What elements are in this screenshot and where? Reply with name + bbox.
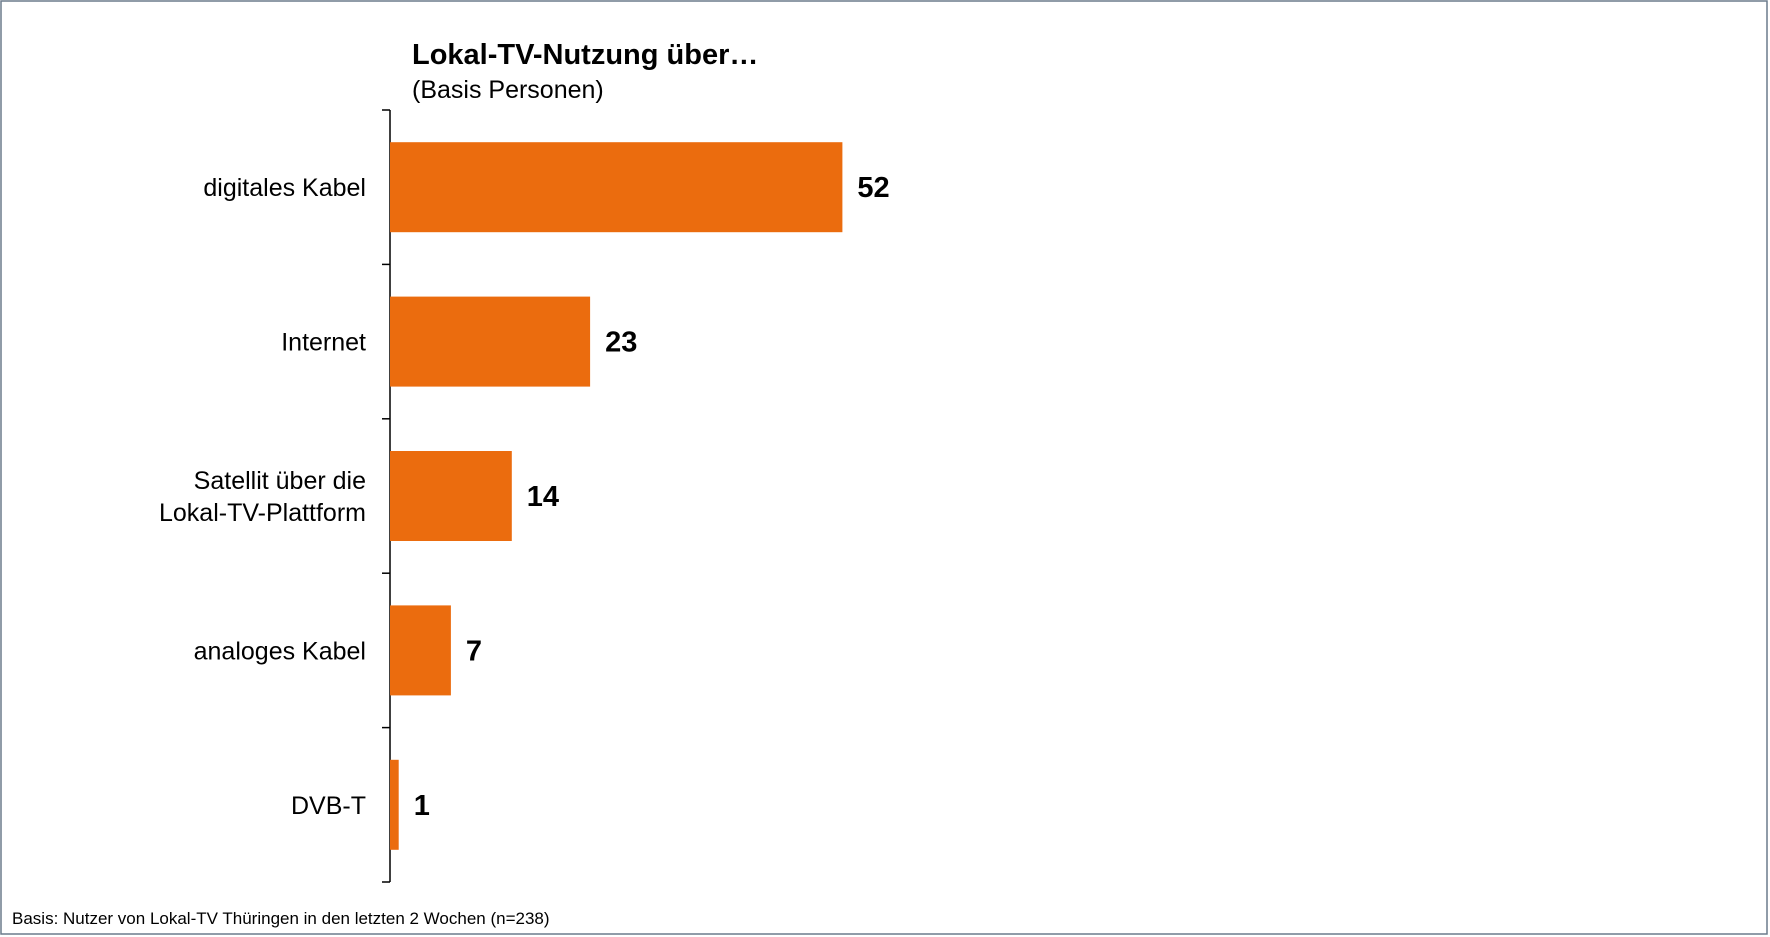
chart-subtitle: (Basis Personen)	[412, 76, 604, 104]
category-label: Internet	[281, 329, 366, 357]
category-labels: digitales Kabel Internet Satellit über die…	[159, 174, 366, 820]
value-label: 7	[466, 635, 482, 667]
chart-title: Lokal-TV-Nutzung über…	[412, 39, 758, 71]
value-label: 23	[605, 327, 637, 359]
bar	[390, 142, 843, 233]
footnote: Basis: Nutzer von Lokal-TV Thüringen in …	[12, 909, 550, 928]
category-label: DVB-T	[291, 792, 366, 820]
bar	[390, 451, 512, 541]
category-label: analoges Kabel	[194, 637, 366, 665]
value-label: 14	[527, 481, 559, 513]
value-label: 1	[414, 790, 430, 822]
value-label: 52	[857, 172, 889, 204]
category-label: Lokal-TV-Plattform	[159, 499, 366, 527]
category-label: Satellit über die	[194, 467, 366, 495]
bars	[390, 142, 843, 850]
bar	[390, 296, 591, 387]
bar	[390, 759, 399, 850]
bar	[390, 605, 451, 696]
category-label: digitales Kabel	[203, 174, 366, 202]
value-labels: 52 23 14 7 1	[414, 172, 890, 822]
